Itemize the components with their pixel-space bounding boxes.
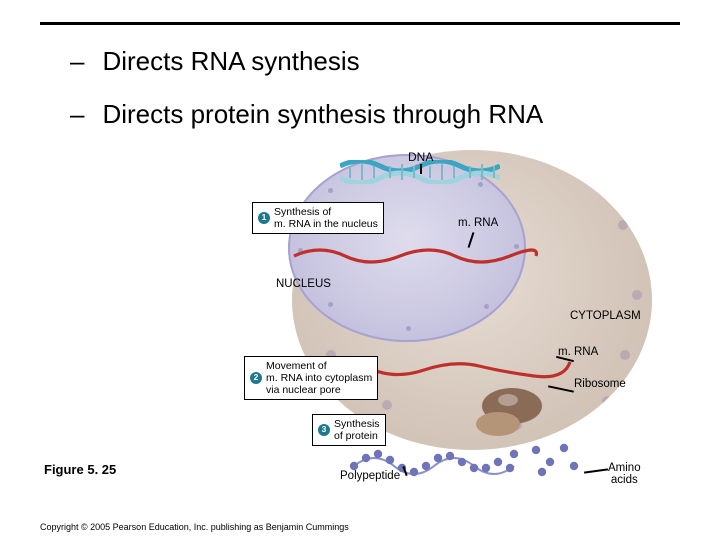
bullet-dash-icon: –	[70, 99, 84, 130]
pore-icon	[484, 304, 489, 309]
bullet-text: Directs RNA synthesis	[102, 46, 359, 77]
amino-label: Amino acids	[608, 462, 641, 486]
pointer-line	[420, 164, 422, 174]
mrna-label: m. RNA	[458, 217, 498, 229]
step2-callout: 2 Movement of m. RNA into cytoplasm via …	[244, 356, 378, 400]
bullet-list: – Directs RNA synthesis – Directs protei…	[70, 46, 680, 152]
polypeptide-label: Polypeptide	[340, 470, 400, 482]
step3-text: Synthesis of protein	[334, 418, 380, 442]
step2-text: Movement of m. RNA into cytoplasm via nu…	[266, 360, 372, 396]
mrna2-label: m. RNA	[558, 346, 598, 358]
step-badge-icon: 2	[250, 372, 262, 384]
figure-number: Figure 5. 25	[44, 462, 116, 477]
mrna-nucleus-icon	[290, 242, 540, 268]
pore-icon	[328, 302, 333, 307]
step1-callout: 1 Synthesis of m. RNA in the nucleus	[252, 202, 384, 234]
dna-label: DNA	[408, 150, 433, 164]
step-badge-icon: 3	[318, 424, 330, 436]
speck-icon	[382, 400, 392, 410]
step-badge-icon: 1	[258, 212, 270, 224]
copyright-line: Copyright © 2005 Pearson Education, Inc.…	[40, 522, 349, 532]
section-rule	[40, 22, 680, 25]
amino-acids-icon	[528, 440, 588, 480]
ribosome-icon	[468, 386, 546, 438]
cytoplasm-label: CYTOPLASM	[570, 310, 641, 322]
bullet-text: Directs protein synthesis through RNA	[102, 99, 543, 130]
speck-icon	[592, 168, 602, 178]
step1-text: Synthesis of m. RNA in the nucleus	[274, 206, 378, 230]
nucleus-label: NUCLEUS	[276, 278, 331, 290]
cell-diagram: DNA m. RNA NUCLEUS CYTOPLASM m. RNA Ribo…	[228, 150, 658, 490]
speck-icon	[618, 220, 628, 230]
ribosome-label: Ribosome	[574, 378, 626, 390]
speck-icon	[602, 396, 612, 406]
bullet-item: – Directs protein synthesis through RNA	[70, 99, 680, 130]
speck-icon	[620, 350, 630, 360]
bullet-dash-icon: –	[70, 46, 84, 77]
speck-icon	[632, 290, 642, 300]
step3-callout: 3 Synthesis of protein	[312, 414, 386, 446]
bullet-item: – Directs RNA synthesis	[70, 46, 680, 77]
pore-icon	[406, 326, 411, 331]
pore-icon	[328, 188, 333, 193]
